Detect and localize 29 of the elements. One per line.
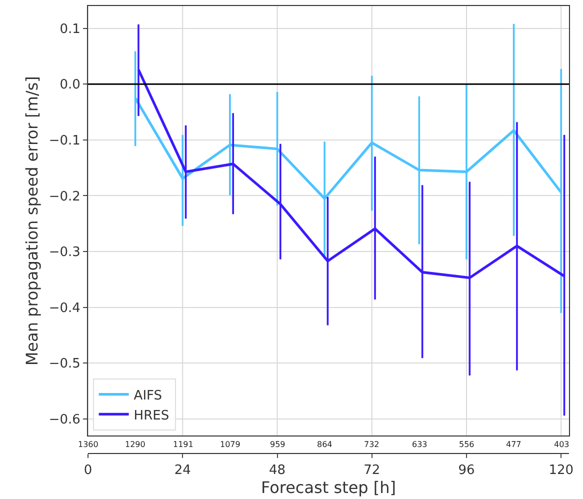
y-tick-label: −0.3 [48, 245, 80, 260]
text: 864 [317, 440, 332, 449]
y-tick-label: 0.0 [60, 78, 80, 93]
text: 1079 [220, 440, 240, 449]
x-tick-label: 24 [174, 462, 191, 478]
y-axis-title: Mean propagation speed error [m/s] [22, 76, 42, 366]
y-tick-label: −0.6 [48, 412, 80, 428]
text: 633 [412, 440, 428, 449]
text: 1360 [78, 440, 98, 449]
y-tick-label: 0.1 [60, 22, 80, 37]
y-tick-label: −0.5 [48, 356, 80, 372]
text: 403 [554, 440, 570, 449]
x-tick-label: 0 [84, 462, 92, 478]
legend-label: AIFS [134, 388, 162, 404]
text: 732 [364, 440, 380, 449]
y-tick-label: −0.2 [48, 189, 80, 204]
text: 477 [506, 440, 522, 449]
x-tick-label: 96 [458, 462, 475, 478]
text: 959 [270, 440, 286, 449]
y-tick-label: −0.1 [48, 133, 80, 148]
text: 1191 [173, 440, 194, 449]
x-tick-label: 72 [364, 462, 380, 478]
legend-label: HRES [134, 408, 170, 424]
text: 556 [459, 440, 474, 449]
x-axis-title: Forecast step [h] [260, 478, 396, 497]
y-tick-label: −0.4 [48, 300, 80, 316]
x-tick-label: 120 [548, 462, 574, 478]
x-tick-label: 48 [268, 462, 286, 478]
text: 1290 [125, 440, 146, 449]
